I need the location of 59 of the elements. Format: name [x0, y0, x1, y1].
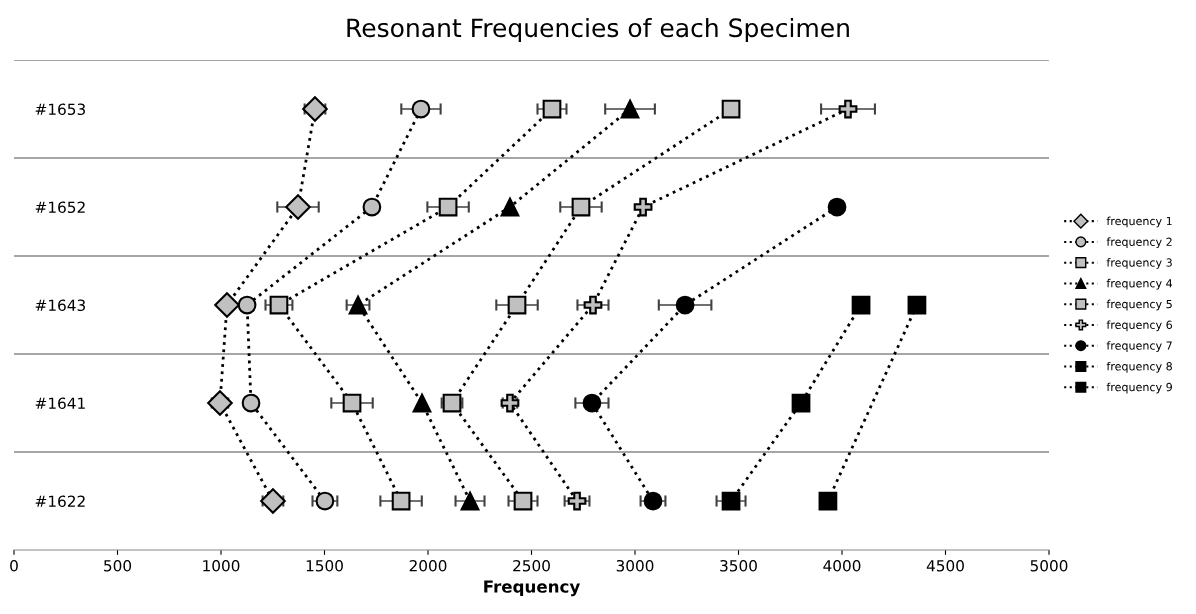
x-tick-label: 3500	[720, 559, 757, 572]
point	[633, 197, 653, 217]
point	[460, 491, 480, 511]
point	[907, 295, 927, 315]
point	[342, 393, 362, 413]
point	[302, 96, 328, 122]
point	[571, 197, 591, 217]
point	[851, 295, 871, 315]
x-tick-label: 3000	[616, 559, 654, 572]
y-tick-label: #1622	[35, 495, 85, 508]
x-tick-label: 1500	[306, 559, 343, 572]
point	[500, 197, 520, 217]
point	[285, 194, 311, 220]
point	[362, 197, 382, 217]
point	[721, 99, 741, 119]
legend-label: frequency 8	[1106, 361, 1172, 373]
point	[411, 99, 431, 119]
point	[818, 491, 838, 511]
point	[241, 393, 261, 413]
x-tick-label: 5000	[1030, 559, 1068, 572]
point	[269, 295, 289, 315]
x-tick-label: 0	[10, 559, 18, 572]
x-tick-label: 4000	[823, 559, 861, 572]
point	[827, 197, 847, 217]
point	[513, 491, 533, 511]
y-tick-label: #1643	[35, 299, 85, 312]
legend-label: frequency 2	[1106, 237, 1172, 249]
x-tick-label: 1000	[203, 559, 240, 572]
y-tick-label: #1653	[35, 103, 85, 116]
point	[391, 491, 411, 511]
point	[438, 197, 458, 217]
legend-label: frequency 7	[1106, 341, 1172, 352]
legend-label: frequency 1	[1106, 216, 1172, 228]
point	[582, 393, 602, 413]
point	[721, 491, 741, 511]
point	[583, 295, 603, 315]
x-tick-label: 4500	[926, 559, 964, 572]
legend-label: frequency 6	[1106, 320, 1173, 332]
point	[507, 295, 527, 315]
point	[260, 488, 286, 514]
y-tick-label: #1641	[35, 397, 85, 410]
legend-label: frequency 4	[1106, 278, 1173, 290]
point	[620, 99, 640, 119]
x-tick-label: 500	[104, 559, 132, 572]
x-tick-label: 2000	[409, 559, 447, 572]
legend-label: frequency 9	[1106, 382, 1172, 394]
point	[791, 393, 811, 413]
chart-title: Resonant Frequencies of each Specimen	[347, 17, 849, 43]
point	[542, 99, 562, 119]
point	[675, 295, 695, 315]
legend-label: frequency 3	[1106, 258, 1172, 269]
legend-label: frequency 5	[1106, 299, 1172, 311]
point	[214, 292, 240, 318]
point	[838, 99, 858, 119]
x-axis-title: Frequency	[484, 580, 580, 597]
point	[237, 295, 257, 315]
point	[412, 393, 432, 413]
y-tick-label: #1652	[35, 201, 85, 214]
x-tick-label: 2500	[513, 559, 550, 572]
